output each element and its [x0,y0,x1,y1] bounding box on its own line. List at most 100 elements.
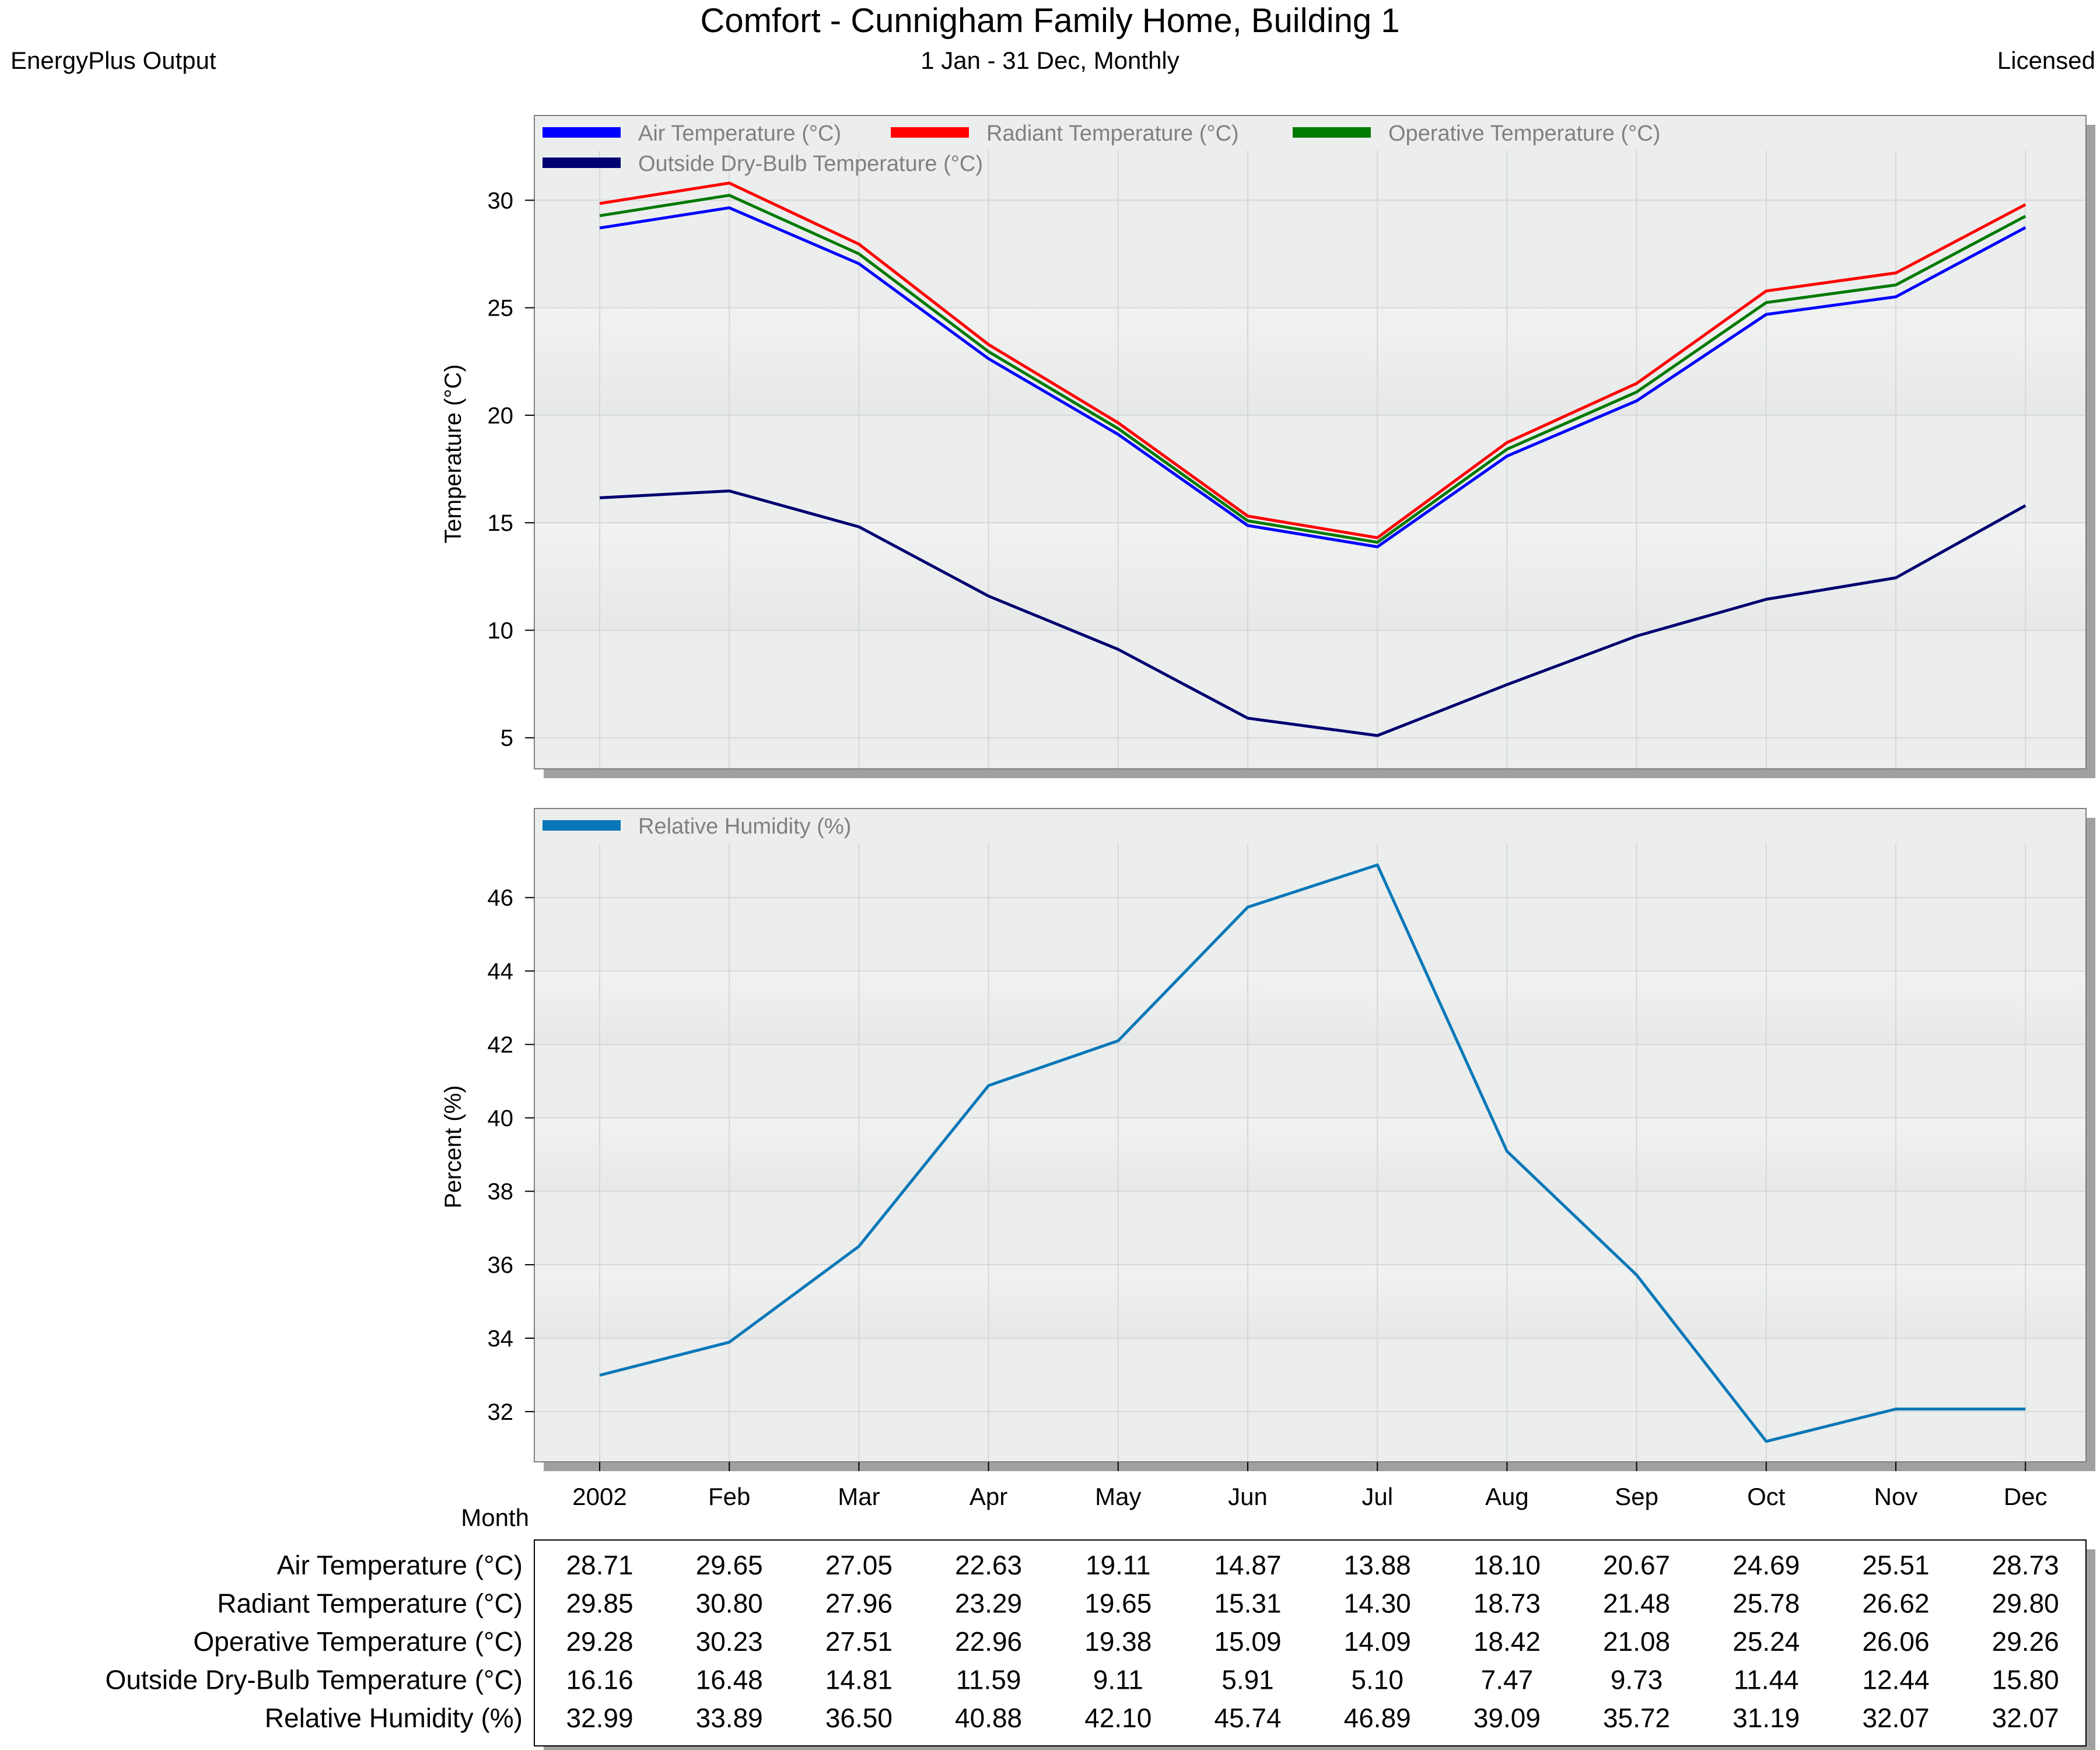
x-tick-label: Jun [1228,1483,1268,1510]
table-cell: 25.51 [1862,1550,1929,1580]
y-tick-label: 36 [488,1252,514,1278]
grid-band [535,971,2085,1045]
table-cell: 42.10 [1084,1703,1152,1733]
table-cell: 46.89 [1344,1703,1411,1733]
y-axis-label: Percent (%) [440,1085,466,1208]
table-cell: 35.72 [1603,1703,1670,1733]
table-cell: 29.65 [696,1550,763,1580]
legend-swatch [542,820,621,831]
table-cell: 31.19 [1732,1703,1800,1733]
x-tick-label: Nov [1874,1483,1918,1510]
table-cell: 19.65 [1084,1588,1152,1619]
table-row-label: Relative Humidity (%) [265,1703,523,1733]
table-cell: 20.67 [1603,1550,1670,1580]
table-cell: 12.44 [1862,1665,1929,1695]
table-cell: 22.63 [955,1550,1022,1580]
table-cell: 27.51 [825,1626,892,1657]
table-row-label: Air Temperature (°C) [277,1550,523,1580]
legend-label: Outside Dry-Bulb Temperature (°C) [638,152,983,176]
y-tick-label: 30 [488,188,514,214]
table-cell: 27.96 [825,1588,892,1619]
table-cell: 45.74 [1214,1703,1281,1733]
table-cell: 7.47 [1481,1665,1534,1695]
legend-swatch [542,127,621,138]
table-cell: 11.59 [956,1665,1021,1695]
series-line-1 [599,206,2027,548]
table-cell: 9.11 [1093,1665,1143,1695]
table-cell: 11.44 [1734,1665,1799,1695]
table-cell: 14.87 [1214,1550,1281,1580]
y-tick-label: 25 [488,296,514,321]
table-cell: 15.09 [1214,1626,1281,1657]
table-cell: 30.80 [696,1588,763,1619]
legend-swatch [542,158,621,168]
chart-panel-1: 5 10 15 20 25 30 Temperature (°C) Air Temperatu… [440,115,2095,778]
y-axis-label: Temperature (°C) [440,364,466,543]
table-cell: 29.85 [566,1588,633,1619]
chart-panel-2: 32 34 36 38 40 42 44 46 Percent (%) Relative Humi… [440,808,2095,1471]
table-cell: 5.10 [1351,1665,1404,1695]
table-cell: 15.80 [1992,1665,2059,1695]
y-tick-label: 15 [488,510,514,536]
table-cell: 21.08 [1603,1626,1670,1657]
table-cell: 16.48 [696,1665,763,1695]
output-source-label: EnergyPlus Output [10,47,216,74]
table-cell: 32.99 [566,1703,633,1733]
grid-band [535,307,2085,415]
table-cell: 29.28 [566,1626,633,1657]
table-frame [534,1539,2087,1746]
x-tick-label: Sep [1615,1483,1658,1510]
table-cell: 28.71 [566,1550,633,1580]
table-cell: 18.73 [1474,1588,1541,1619]
table-cell: 39.09 [1474,1703,1541,1733]
table-cell: 25.24 [1732,1626,1800,1657]
x-tick-label: Feb [708,1483,750,1510]
chart-title: Comfort - Cunnigham Family Home, Buildin… [700,2,1400,40]
table-cell: 9.73 [1611,1665,1663,1695]
table-cell: 30.23 [696,1626,763,1657]
y-tick-label: 46 [488,886,514,911]
table-cell: 5.91 [1222,1665,1274,1695]
series-line-4 [599,489,2027,737]
series-line-3 [599,194,2027,544]
table-row-label: Radiant Temperature (°C) [217,1588,523,1619]
table-cell: 18.10 [1474,1550,1541,1580]
data-table: Air Temperature (°C) 28.71 29.65 27.05 22.63… [106,1539,2095,1750]
table-cell: 18.42 [1474,1626,1541,1657]
table-cell: 26.06 [1862,1626,1929,1657]
grid-band [535,1118,2085,1192]
table-cell: 33.89 [696,1703,763,1733]
y-tick-label: 34 [488,1326,514,1352]
x-tick-label: 2002 [572,1483,626,1510]
y-tick-label: 20 [488,403,514,429]
table-row-label: Outside Dry-Bulb Temperature (°C) [106,1665,523,1695]
table-cell: 23.29 [955,1588,1022,1619]
table-cell: 24.69 [1732,1550,1800,1580]
x-axis-label: Month [461,1504,529,1531]
table-cell: 13.88 [1344,1550,1411,1580]
table-cell: 29.80 [1992,1588,2059,1619]
license-label: Licensed [1997,47,2095,74]
chart-subtitle: 1 Jan - 31 Dec, Monthly [921,47,1180,74]
table-cell: 32.07 [1992,1703,2059,1733]
legend-label: Air Temperature (°C) [638,121,841,146]
table-cell: 21.48 [1603,1588,1670,1619]
table-cell: 19.11 [1086,1550,1151,1580]
table-cell: 22.96 [955,1626,1022,1657]
y-tick-label: 5 [501,726,513,751]
y-tick-label: 44 [488,959,514,985]
grid-band [535,1265,2085,1338]
y-tick-label: 42 [488,1032,514,1058]
y-tick-label: 40 [488,1105,514,1131]
legend-label: Operative Temperature (°C) [1388,121,1660,146]
table-cell: 28.73 [1992,1550,2059,1580]
table-cell: 32.07 [1862,1703,1929,1733]
table-cell: 15.31 [1214,1588,1281,1619]
x-tick-label: Jul [1362,1483,1393,1510]
x-tick-label: Oct [1747,1483,1786,1510]
grid-band [535,523,2085,631]
legend-label: Radiant Temperature (°C) [986,121,1239,146]
y-tick-label: 32 [488,1399,514,1425]
x-tick-label: Mar [838,1483,880,1510]
